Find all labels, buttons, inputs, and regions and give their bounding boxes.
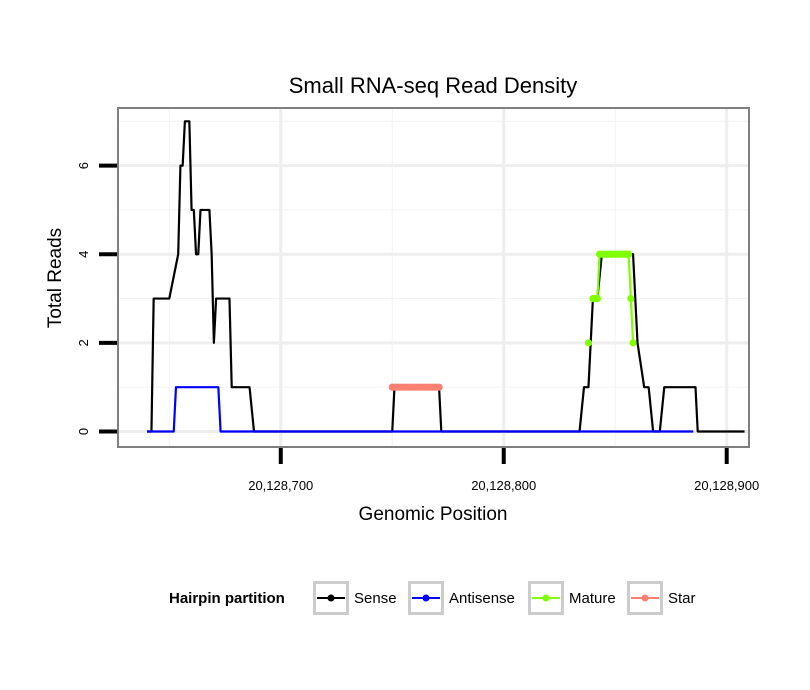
- x-tick-label: 20,128,900: [694, 478, 759, 493]
- mature-point: [624, 250, 633, 258]
- mature-point: [627, 294, 635, 303]
- antisense-series-line: [146, 386, 694, 433]
- plot-panel-border: [117, 107, 750, 448]
- axes: 20,128,700 20,128,800 20,128,900 0 2 4 6: [76, 162, 759, 493]
- series-layer: [146, 120, 745, 433]
- legend-item-sense: Sense: [313, 581, 397, 615]
- legend-key-point: [641, 594, 649, 602]
- y-tick-label: 2: [76, 339, 91, 346]
- y-tick-label: 4: [76, 251, 91, 258]
- x-tick-label: 20,128,800: [471, 478, 536, 493]
- x-axis-title: Genomic Position: [359, 504, 508, 525]
- legend-label: Mature: [569, 590, 616, 607]
- legend-item-star: Star: [627, 581, 696, 615]
- y-tick-label: 6: [76, 162, 91, 169]
- mature-series-segment: [627, 254, 632, 299]
- mature-series-segment: [629, 298, 635, 343]
- legend-label: Star: [668, 590, 696, 607]
- chart-title: Small RNA-seq Read Density: [289, 73, 578, 98]
- legend-label: Antisense: [449, 590, 515, 607]
- legend-item-mature: Mature: [528, 581, 616, 615]
- legend-key-point: [542, 594, 550, 602]
- y-tick-label: 0: [76, 428, 91, 435]
- legend-label: Sense: [354, 590, 397, 607]
- star-point: [435, 383, 443, 391]
- legend-title: Hairpin partition: [169, 590, 285, 607]
- legend-key-point: [327, 594, 335, 602]
- legend: Hairpin partition Sense Antisense Mature St…: [169, 581, 696, 615]
- mature-point: [593, 294, 601, 303]
- y-axis-title: Total Reads: [45, 228, 66, 328]
- mature-series-segment: [596, 254, 601, 299]
- mature-point: [584, 339, 593, 347]
- legend-key-point: [422, 594, 430, 602]
- legend-item-antisense: Antisense: [408, 581, 515, 615]
- x-tick-label: 20,128,700: [248, 478, 313, 493]
- legend-items: Sense Antisense Mature Star: [313, 581, 696, 615]
- mature-point: [629, 339, 637, 347]
